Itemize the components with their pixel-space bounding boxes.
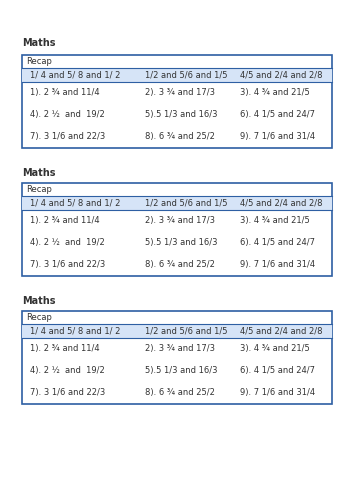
Text: 2). 3 ¾ and 17/3: 2). 3 ¾ and 17/3 — [145, 344, 215, 354]
Text: 6). 4 1/5 and 24/7: 6). 4 1/5 and 24/7 — [240, 110, 315, 120]
Text: 6). 4 1/5 and 24/7: 6). 4 1/5 and 24/7 — [240, 366, 315, 376]
Text: 1/ 4 and 5/ 8 and 1/ 2: 1/ 4 and 5/ 8 and 1/ 2 — [30, 326, 120, 336]
Text: 1/ 4 and 5/ 8 and 1/ 2: 1/ 4 and 5/ 8 and 1/ 2 — [30, 70, 120, 80]
Text: Maths: Maths — [22, 38, 56, 48]
Bar — [22, 183, 332, 276]
Text: 7). 3 1/6 and 22/3: 7). 3 1/6 and 22/3 — [30, 260, 105, 270]
Text: Recap: Recap — [26, 185, 52, 194]
Text: 7). 3 1/6 and 22/3: 7). 3 1/6 and 22/3 — [30, 388, 105, 398]
Text: 3). 4 ¾ and 21/5: 3). 4 ¾ and 21/5 — [240, 216, 310, 226]
Bar — [22, 324, 332, 338]
Text: 3). 4 ¾ and 21/5: 3). 4 ¾ and 21/5 — [240, 344, 310, 354]
Text: 4/5 and 2/4 and 2/8: 4/5 and 2/4 and 2/8 — [240, 198, 322, 207]
Bar — [22, 311, 332, 404]
Bar — [22, 68, 332, 82]
Text: 4/5 and 2/4 and 2/8: 4/5 and 2/4 and 2/8 — [240, 326, 322, 336]
Text: Recap: Recap — [26, 313, 52, 322]
Text: 9). 7 1/6 and 31/4: 9). 7 1/6 and 31/4 — [240, 260, 315, 270]
Text: 1). 2 ¾ and 11/4: 1). 2 ¾ and 11/4 — [30, 344, 99, 354]
Text: Recap: Recap — [26, 57, 52, 66]
Text: 2). 3 ¾ and 17/3: 2). 3 ¾ and 17/3 — [145, 88, 215, 98]
Text: 4/5 and 2/4 and 2/8: 4/5 and 2/4 and 2/8 — [240, 70, 322, 80]
Text: Maths: Maths — [22, 296, 56, 306]
Text: 5).5 1/3 and 16/3: 5).5 1/3 and 16/3 — [145, 238, 217, 248]
Text: 5).5 1/3 and 16/3: 5).5 1/3 and 16/3 — [145, 110, 217, 120]
Text: 3). 4 ¾ and 21/5: 3). 4 ¾ and 21/5 — [240, 88, 310, 98]
Text: 8). 6 ¾ and 25/2: 8). 6 ¾ and 25/2 — [145, 132, 215, 141]
Bar — [22, 55, 332, 148]
Text: 9). 7 1/6 and 31/4: 9). 7 1/6 and 31/4 — [240, 388, 315, 398]
Text: 7). 3 1/6 and 22/3: 7). 3 1/6 and 22/3 — [30, 132, 105, 141]
Text: 8). 6 ¾ and 25/2: 8). 6 ¾ and 25/2 — [145, 388, 215, 398]
Text: 1). 2 ¾ and 11/4: 1). 2 ¾ and 11/4 — [30, 88, 99, 98]
Text: 1/ 4 and 5/ 8 and 1/ 2: 1/ 4 and 5/ 8 and 1/ 2 — [30, 198, 120, 207]
Text: 4). 2 ½  and  19/2: 4). 2 ½ and 19/2 — [30, 110, 105, 120]
Text: 6). 4 1/5 and 24/7: 6). 4 1/5 and 24/7 — [240, 238, 315, 248]
Bar — [22, 196, 332, 210]
Text: 1). 2 ¾ and 11/4: 1). 2 ¾ and 11/4 — [30, 216, 99, 226]
Text: 1/2 and 5/6 and 1/5: 1/2 and 5/6 and 1/5 — [145, 198, 228, 207]
Text: 9). 7 1/6 and 31/4: 9). 7 1/6 and 31/4 — [240, 132, 315, 141]
Text: Maths: Maths — [22, 168, 56, 178]
Text: 4). 2 ½  and  19/2: 4). 2 ½ and 19/2 — [30, 238, 105, 248]
Text: 5).5 1/3 and 16/3: 5).5 1/3 and 16/3 — [145, 366, 217, 376]
Text: 4). 2 ½  and  19/2: 4). 2 ½ and 19/2 — [30, 366, 105, 376]
Text: 1/2 and 5/6 and 1/5: 1/2 and 5/6 and 1/5 — [145, 326, 228, 336]
Text: 2). 3 ¾ and 17/3: 2). 3 ¾ and 17/3 — [145, 216, 215, 226]
Text: 1/2 and 5/6 and 1/5: 1/2 and 5/6 and 1/5 — [145, 70, 228, 80]
Text: 8). 6 ¾ and 25/2: 8). 6 ¾ and 25/2 — [145, 260, 215, 270]
